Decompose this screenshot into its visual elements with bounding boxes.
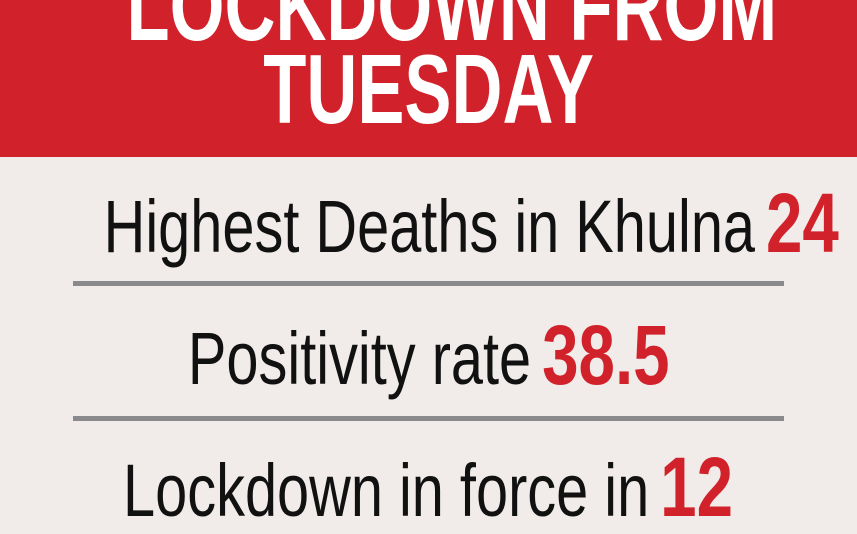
headline-banner: LOCKDOWN FROM TUESDAY <box>0 0 857 157</box>
stat-label: Highest Deaths in Khulna <box>103 185 756 268</box>
headline-text-2: TUESDAY <box>263 34 594 144</box>
stat-row-lockdown: Lockdown in force in 12 <box>0 445 857 529</box>
stat-label: Positivity rate <box>187 317 531 400</box>
stat-row-positivity: Positivity rate 38.5 <box>0 313 857 397</box>
divider <box>73 416 784 421</box>
headline-text-1: LOCKDOWN FROM <box>126 0 778 61</box>
divider <box>73 281 784 286</box>
stat-value: 38.5 <box>541 308 670 402</box>
stat-value: 24 <box>765 176 839 270</box>
stat-value: 12 <box>660 440 734 534</box>
headline-line-2: TUESDAY <box>0 40 857 138</box>
headline-line-1: LOCKDOWN FROM <box>0 0 857 55</box>
stat-label: Lockdown in force in <box>123 449 650 532</box>
stat-row-deaths: Highest Deaths in Khulna 24 <box>0 181 857 265</box>
